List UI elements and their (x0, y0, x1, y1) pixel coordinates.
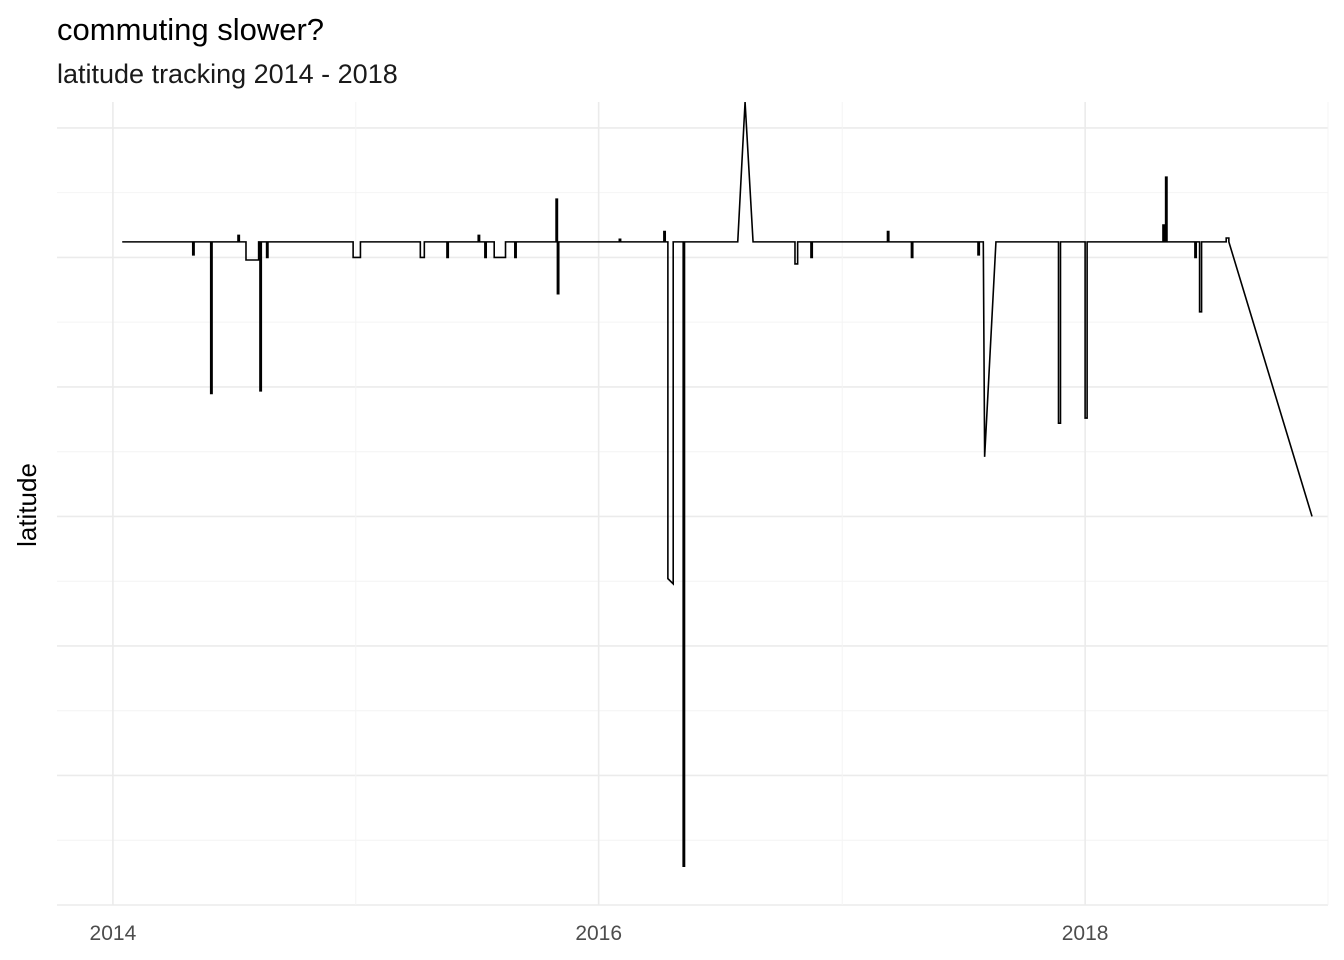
chart-subtitle: latitude tracking 2014 - 2018 (57, 59, 398, 89)
latitude-series-line (122, 101, 1313, 867)
chart-title: commuting slower? (57, 12, 325, 47)
x-tick-label-2018: 2018 (1062, 922, 1109, 945)
x-axis-ticks: 2014 2016 2018 (90, 922, 1109, 945)
x-tick-label-2016: 2016 (575, 922, 622, 945)
series-layer (122, 101, 1313, 867)
x-tick-label-2014: 2014 (90, 922, 137, 945)
y-axis-label: latitude (12, 463, 42, 547)
grid-lines (57, 102, 1329, 906)
